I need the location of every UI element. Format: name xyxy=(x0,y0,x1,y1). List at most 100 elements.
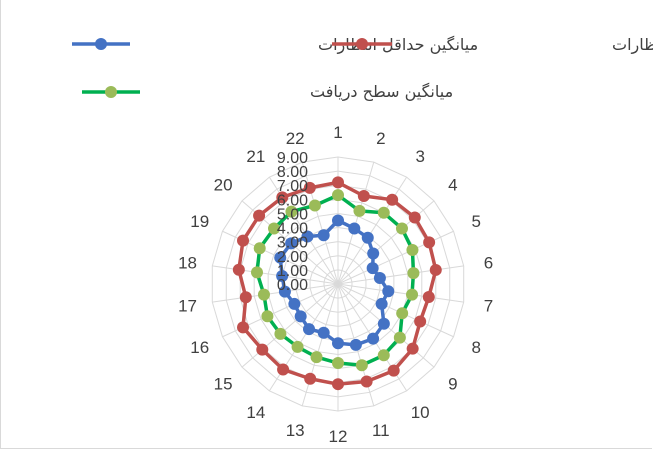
data-point xyxy=(332,378,344,391)
data-point xyxy=(366,262,379,275)
data-point xyxy=(377,317,390,330)
grid-spoke xyxy=(337,283,464,303)
data-point xyxy=(332,189,344,202)
data-point xyxy=(239,291,252,304)
r-tick-label: 3.00 xyxy=(277,235,308,252)
category-label: 20 xyxy=(214,175,233,194)
data-point xyxy=(367,247,380,260)
category-label: 18 xyxy=(178,253,197,272)
data-point xyxy=(317,229,330,242)
data-point xyxy=(288,297,301,310)
series-0 xyxy=(274,214,395,351)
data-point xyxy=(303,323,316,336)
category-label: 2 xyxy=(376,129,385,148)
series-layer xyxy=(232,176,442,391)
legend: میانگین حداقل انتظارات میانگین حداکثر انت… xyxy=(72,35,653,102)
data-point xyxy=(408,211,421,224)
category-label: 14 xyxy=(246,403,265,422)
data-point xyxy=(393,331,406,344)
r-tick-label: 4.00 xyxy=(277,221,308,238)
legend-label: میانگین حداکثر انتظارات xyxy=(612,35,653,55)
grid-spoke xyxy=(212,283,339,303)
data-point xyxy=(387,364,400,377)
data-point xyxy=(237,234,250,247)
data-point xyxy=(285,205,298,218)
data-point xyxy=(373,271,386,284)
data-point xyxy=(377,349,390,362)
data-point xyxy=(406,342,419,355)
data-point xyxy=(285,237,298,250)
category-label: 8 xyxy=(472,338,481,357)
data-point xyxy=(422,291,435,304)
r-tick-label: 8.00 xyxy=(277,164,308,181)
legend-swatch-marker xyxy=(105,86,117,98)
category-label: 17 xyxy=(178,297,197,316)
data-point xyxy=(276,269,289,282)
data-point xyxy=(361,231,374,244)
legend-swatch-marker xyxy=(356,38,368,50)
series-1 xyxy=(232,176,442,391)
data-point xyxy=(256,343,269,356)
data-point xyxy=(276,191,289,204)
data-point xyxy=(303,181,316,194)
data-point xyxy=(308,199,321,212)
r-tick-label: 9.00 xyxy=(277,150,308,167)
category-label: 13 xyxy=(286,421,305,440)
data-point xyxy=(291,340,304,353)
r-tick-label: 1.00 xyxy=(277,263,308,280)
category-label: 4 xyxy=(448,175,457,194)
data-point xyxy=(377,206,390,219)
data-point xyxy=(360,375,373,388)
category-label: 3 xyxy=(415,147,424,166)
r-tick-label: 6.00 xyxy=(277,192,308,209)
category-label: 15 xyxy=(214,375,233,394)
r-tick-label: 0.00 xyxy=(277,277,308,294)
data-point xyxy=(274,251,287,264)
data-point xyxy=(382,285,395,298)
series-2 xyxy=(250,189,420,372)
data-point xyxy=(348,222,361,235)
data-point xyxy=(294,310,307,323)
grid-spoke xyxy=(337,283,454,338)
category-label: 19 xyxy=(190,212,209,231)
data-point xyxy=(278,285,291,298)
data-point xyxy=(395,222,408,235)
category-label: 10 xyxy=(411,403,430,422)
data-point xyxy=(301,230,314,243)
data-point xyxy=(277,363,290,376)
category-label: 1 xyxy=(333,123,342,142)
category-label: 12 xyxy=(329,427,348,446)
r-tick-label: 2.00 xyxy=(277,249,308,266)
data-point xyxy=(332,176,344,189)
category-label: 5 xyxy=(472,212,481,231)
category-label: 22 xyxy=(286,129,305,148)
data-point xyxy=(253,209,266,222)
data-point xyxy=(250,266,263,279)
data-point xyxy=(355,359,368,372)
category-label: 9 xyxy=(448,375,457,394)
legend-swatch-marker xyxy=(95,38,107,50)
legend-item: میانگین حداقل انتظارات xyxy=(72,35,478,55)
grid-spoke xyxy=(337,265,464,285)
category-label: 21 xyxy=(246,147,265,166)
data-point xyxy=(423,236,436,249)
legend-item: میانگین حداکثر انتظارات xyxy=(332,35,653,55)
data-point xyxy=(332,337,344,350)
legend-item: میانگین سطح دریافت xyxy=(82,82,453,102)
data-point xyxy=(332,214,344,227)
data-point xyxy=(253,242,266,255)
data-point xyxy=(414,315,427,328)
data-point xyxy=(332,357,344,370)
data-point xyxy=(367,332,380,345)
data-point xyxy=(310,351,323,364)
category-label: 6 xyxy=(484,253,493,272)
data-point xyxy=(407,267,420,280)
legend-label: میانگین سطح دریافت xyxy=(310,82,453,102)
data-point xyxy=(396,307,409,320)
data-point xyxy=(429,263,442,276)
data-point xyxy=(357,189,370,202)
data-point xyxy=(304,372,317,385)
